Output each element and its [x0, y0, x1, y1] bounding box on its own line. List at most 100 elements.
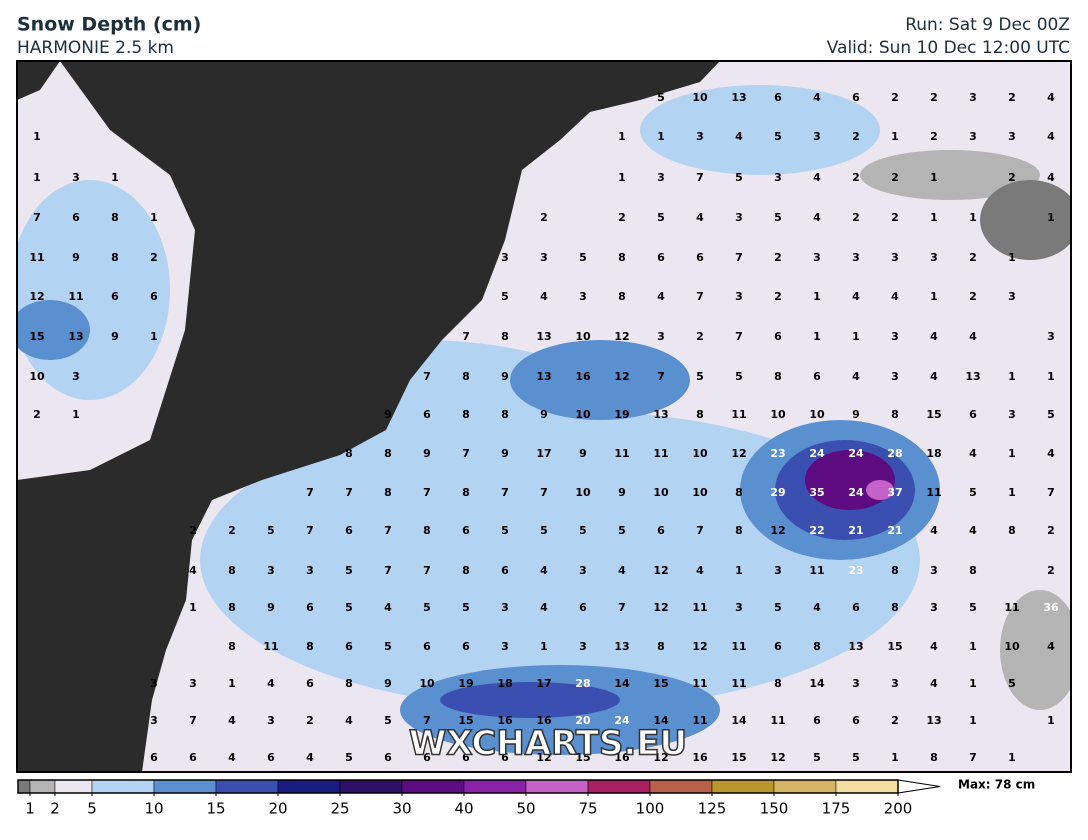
snow-depth-value: 16: [614, 751, 630, 764]
snow-depth-value: 3: [813, 130, 821, 143]
snow-depth-value: 7: [306, 486, 314, 499]
snow-depth-value: 10: [419, 677, 435, 690]
snow-depth-value: 11: [926, 486, 941, 499]
snow-depth-value: 6: [150, 751, 158, 764]
snow-depth-value: 1: [189, 601, 197, 614]
snow-depth-value: 8: [735, 524, 743, 537]
snow-depth-value: 14: [614, 677, 630, 690]
snow-depth-value: 7: [423, 486, 431, 499]
snow-depth-value: 3: [930, 564, 938, 577]
snow-depth-value: 8: [462, 370, 470, 383]
snow-depth-value: 4: [540, 601, 548, 614]
snow-depth-value: 3: [657, 330, 665, 343]
snow-depth-value: 9: [501, 370, 509, 383]
snow-depth-value: 11: [1004, 601, 1019, 614]
snow-depth-value: 3: [1008, 130, 1016, 143]
snow-depth-value: 13: [68, 330, 83, 343]
snow-depth-value: 10: [575, 486, 591, 499]
snow-depth-value: 1: [150, 211, 158, 224]
snow-depth-value: 11: [731, 677, 746, 690]
snow-depth-value: 5: [774, 130, 782, 143]
snow-depth-value: 8: [462, 408, 470, 421]
snow-depth-value: 4: [969, 330, 977, 343]
snow-depth-value: 6: [774, 91, 782, 104]
snow-depth-value: 9: [501, 447, 509, 460]
snow-depth-value: 19: [458, 677, 473, 690]
snow-depth-value: 1: [1047, 370, 1055, 383]
snow-depth-value: 8: [618, 251, 626, 264]
snow-depth-value: 9: [111, 330, 119, 343]
snow-depth-value: 10: [575, 408, 591, 421]
snow-depth-value: 5: [267, 524, 275, 537]
snow-depth-value: 6: [501, 564, 509, 577]
snow-depth-value: 2: [1047, 524, 1055, 537]
snow-depth-value: 4: [1047, 130, 1055, 143]
snow-depth-value: 5: [345, 601, 353, 614]
snow-depth-value: 6: [774, 330, 782, 343]
snow-depth-value: 21: [887, 524, 902, 537]
snow-depth-value: 7: [384, 524, 392, 537]
snow-depth-value: 3: [189, 677, 197, 690]
colorbar-label: 5: [87, 800, 97, 818]
snow-depth-value: 13: [614, 640, 629, 653]
snow-depth-value: 3: [501, 601, 509, 614]
colorbar-extend: [897, 779, 941, 794]
colorbar-label: 125: [698, 800, 727, 818]
snow-depth-value: 6: [111, 290, 119, 303]
snow-depth-value: 4: [735, 130, 743, 143]
snow-depth-value: 3: [501, 640, 509, 653]
snow-depth-value: 3: [657, 171, 665, 184]
snow-depth-value: 6: [501, 751, 509, 764]
snow-depth-value: 6: [696, 251, 704, 264]
snow-depth-value: 2: [891, 91, 899, 104]
snow-depth-value: 1: [891, 751, 899, 764]
snow-depth-value: 6: [189, 751, 197, 764]
watermark: WXCHARTS.EU: [409, 724, 687, 764]
snow-depth-value: 1: [1008, 447, 1016, 460]
snow-depth-value: 2: [930, 130, 938, 143]
snow-depth-value: 1: [111, 171, 119, 184]
colorbar-segment: [587, 779, 651, 794]
snow-depth-value: 6: [462, 751, 470, 764]
snow-depth-value: 2: [774, 251, 782, 264]
snow-depth-value: 7: [423, 370, 431, 383]
snow-depth-value: 7: [33, 211, 41, 224]
snow-depth-value: 5: [423, 601, 431, 614]
colorbar-segment: [711, 779, 775, 794]
snow-depth-value: 29: [770, 486, 785, 499]
snow-depth-value: 9: [384, 408, 392, 421]
snow-depth-value: 5: [540, 524, 548, 537]
snow-depth-value: 3: [930, 601, 938, 614]
snow-depth-value: 5: [501, 524, 509, 537]
snow-depth-value: 2: [306, 714, 314, 727]
valid-time: Valid: Sun 10 Dec 12:00 UTC: [827, 38, 1070, 58]
snow-depth-value: 2: [930, 91, 938, 104]
snow-depth-value: 1: [33, 171, 41, 184]
snow-depth-value: 12: [692, 640, 707, 653]
snow-depth-value: 7: [735, 330, 743, 343]
snow-depth-value: 2: [1047, 564, 1055, 577]
snow-depth-value: 8: [111, 251, 119, 264]
snow-depth-value: 2: [696, 330, 704, 343]
colorbar-label: 2: [50, 800, 60, 818]
snow-depth-value: 1: [1047, 211, 1055, 224]
snow-depth-value: 8: [501, 408, 509, 421]
snow-depth-value: 8: [384, 486, 392, 499]
max-label: Max: 78 cm: [958, 778, 1035, 792]
snow-depth-value: 1: [969, 640, 977, 653]
snow-depth-value: 7: [462, 447, 470, 460]
snow-depth-value: 12: [770, 524, 785, 537]
snow-depth-value: 6: [657, 251, 665, 264]
snow-depth-value: 4: [1047, 171, 1055, 184]
snow-depth-value: 3: [501, 251, 509, 264]
snow-depth-value: 11: [731, 408, 746, 421]
snow-depth-value: 15: [731, 751, 746, 764]
snow-depth-value: 3: [969, 130, 977, 143]
snow-depth-value: 8: [696, 408, 704, 421]
snow-depth-value: 2: [189, 524, 197, 537]
snow-depth-value: 18: [926, 447, 941, 460]
colorbar-segment: [401, 779, 465, 794]
snow-depth-value: 6: [345, 640, 353, 653]
snow-depth-value: 9: [618, 486, 626, 499]
snow-depth-value: 23: [770, 447, 785, 460]
